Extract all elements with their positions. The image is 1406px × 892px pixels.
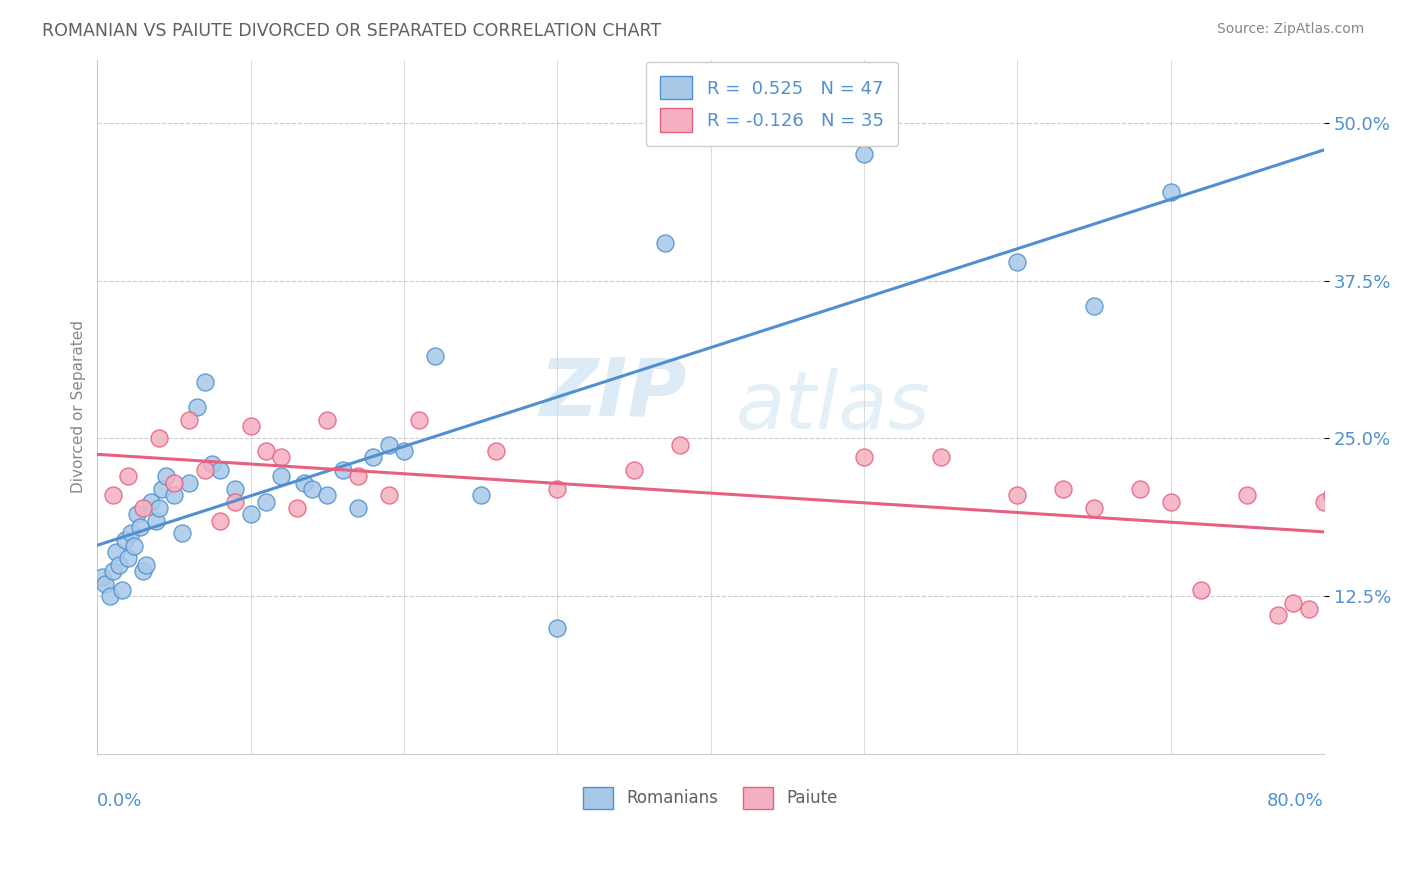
Point [1298,602,1320,616]
Point [135,558,157,572]
Point [377,438,399,452]
Point [623,463,645,477]
Point [150,482,173,496]
Point [377,488,399,502]
Point [145,514,167,528]
Point [224,482,246,496]
Point [224,494,246,508]
Point [285,500,308,515]
Point [1313,494,1336,508]
Point [270,450,292,465]
Legend: Romanians, Paiute: Romanians, Paiute [576,780,845,815]
Point [179,412,201,426]
Text: ROMANIAN VS PAIUTE DIVORCED OR SEPARATED CORRELATION CHART: ROMANIAN VS PAIUTE DIVORCED OR SEPARATED… [42,22,661,40]
Point [1236,488,1258,502]
Point [170,526,193,541]
Point [139,494,162,508]
Point [148,500,170,515]
Point [408,412,430,426]
Point [117,469,139,483]
Point [546,621,568,635]
Text: Source: ZipAtlas.com: Source: ZipAtlas.com [1216,22,1364,37]
Point [1267,608,1289,623]
Point [127,508,149,522]
Point [122,539,145,553]
Point [163,488,186,502]
Point [101,564,124,578]
Point [1282,596,1305,610]
Point [1007,254,1029,268]
Point [301,482,323,496]
Point [108,558,131,572]
Point [1320,488,1343,502]
Point [208,514,231,528]
Point [114,533,136,547]
Point [179,475,201,490]
Point [239,418,262,433]
Point [485,444,508,458]
Point [1160,494,1182,508]
Text: 0.0%: 0.0% [97,792,143,811]
Point [94,576,117,591]
Point [91,570,114,584]
Point [1083,299,1105,313]
Point [470,488,492,502]
Point [98,590,121,604]
Text: atlas: atlas [735,368,931,446]
Point [423,350,446,364]
Point [148,432,170,446]
Point [117,551,139,566]
Point [1129,482,1152,496]
Point [186,400,208,414]
Point [111,582,134,597]
Point [101,488,124,502]
Point [239,508,262,522]
Point [208,463,231,477]
Point [852,450,875,465]
Point [270,469,292,483]
Text: ZIP: ZIP [538,354,686,432]
Point [254,444,277,458]
Point [163,475,186,490]
Point [104,545,127,559]
Point [392,444,415,458]
Point [1007,488,1029,502]
Point [155,469,177,483]
Point [669,438,692,452]
Point [347,469,370,483]
Point [132,564,155,578]
Point [332,463,354,477]
Point [194,375,217,389]
Point [129,520,152,534]
Point [1160,185,1182,199]
Point [132,500,155,515]
Point [194,463,217,477]
Point [347,500,370,515]
Point [546,482,568,496]
Point [1052,482,1074,496]
Point [1083,500,1105,515]
Point [292,475,315,490]
Point [316,412,339,426]
Point [254,494,277,508]
Point [1189,582,1212,597]
Point [654,235,676,250]
Text: 80.0%: 80.0% [1267,792,1324,811]
Point [852,147,875,161]
Point [929,450,952,465]
Point [363,450,385,465]
Point [120,526,142,541]
Point [201,457,224,471]
Y-axis label: Divorced or Separated: Divorced or Separated [72,320,86,493]
Point [316,488,339,502]
